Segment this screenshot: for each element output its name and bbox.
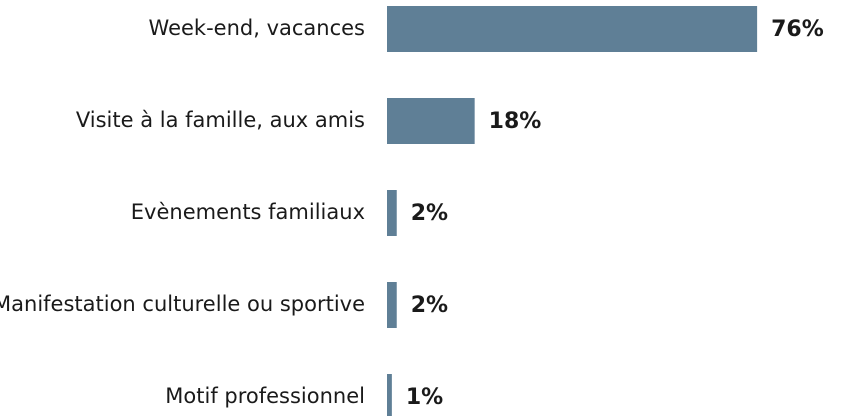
value-label: 2% <box>411 201 448 226</box>
category-label: Manifestation culturelle ou sportive <box>0 292 365 316</box>
bar <box>387 98 475 144</box>
value-label: 18% <box>489 109 542 134</box>
category-label: Visite à la famille, aux amis <box>76 108 365 132</box>
bar <box>387 374 392 416</box>
bar <box>387 6 758 52</box>
category-label: Evènements familiaux <box>131 200 365 224</box>
bar <box>387 282 397 328</box>
value-label: 1% <box>406 385 443 410</box>
value-label: 76% <box>771 17 824 42</box>
category-label: Motif professionnel <box>165 384 365 408</box>
category-label: Week-end, vacances <box>149 16 365 40</box>
value-label: 2% <box>411 293 448 318</box>
bar <box>387 190 397 236</box>
